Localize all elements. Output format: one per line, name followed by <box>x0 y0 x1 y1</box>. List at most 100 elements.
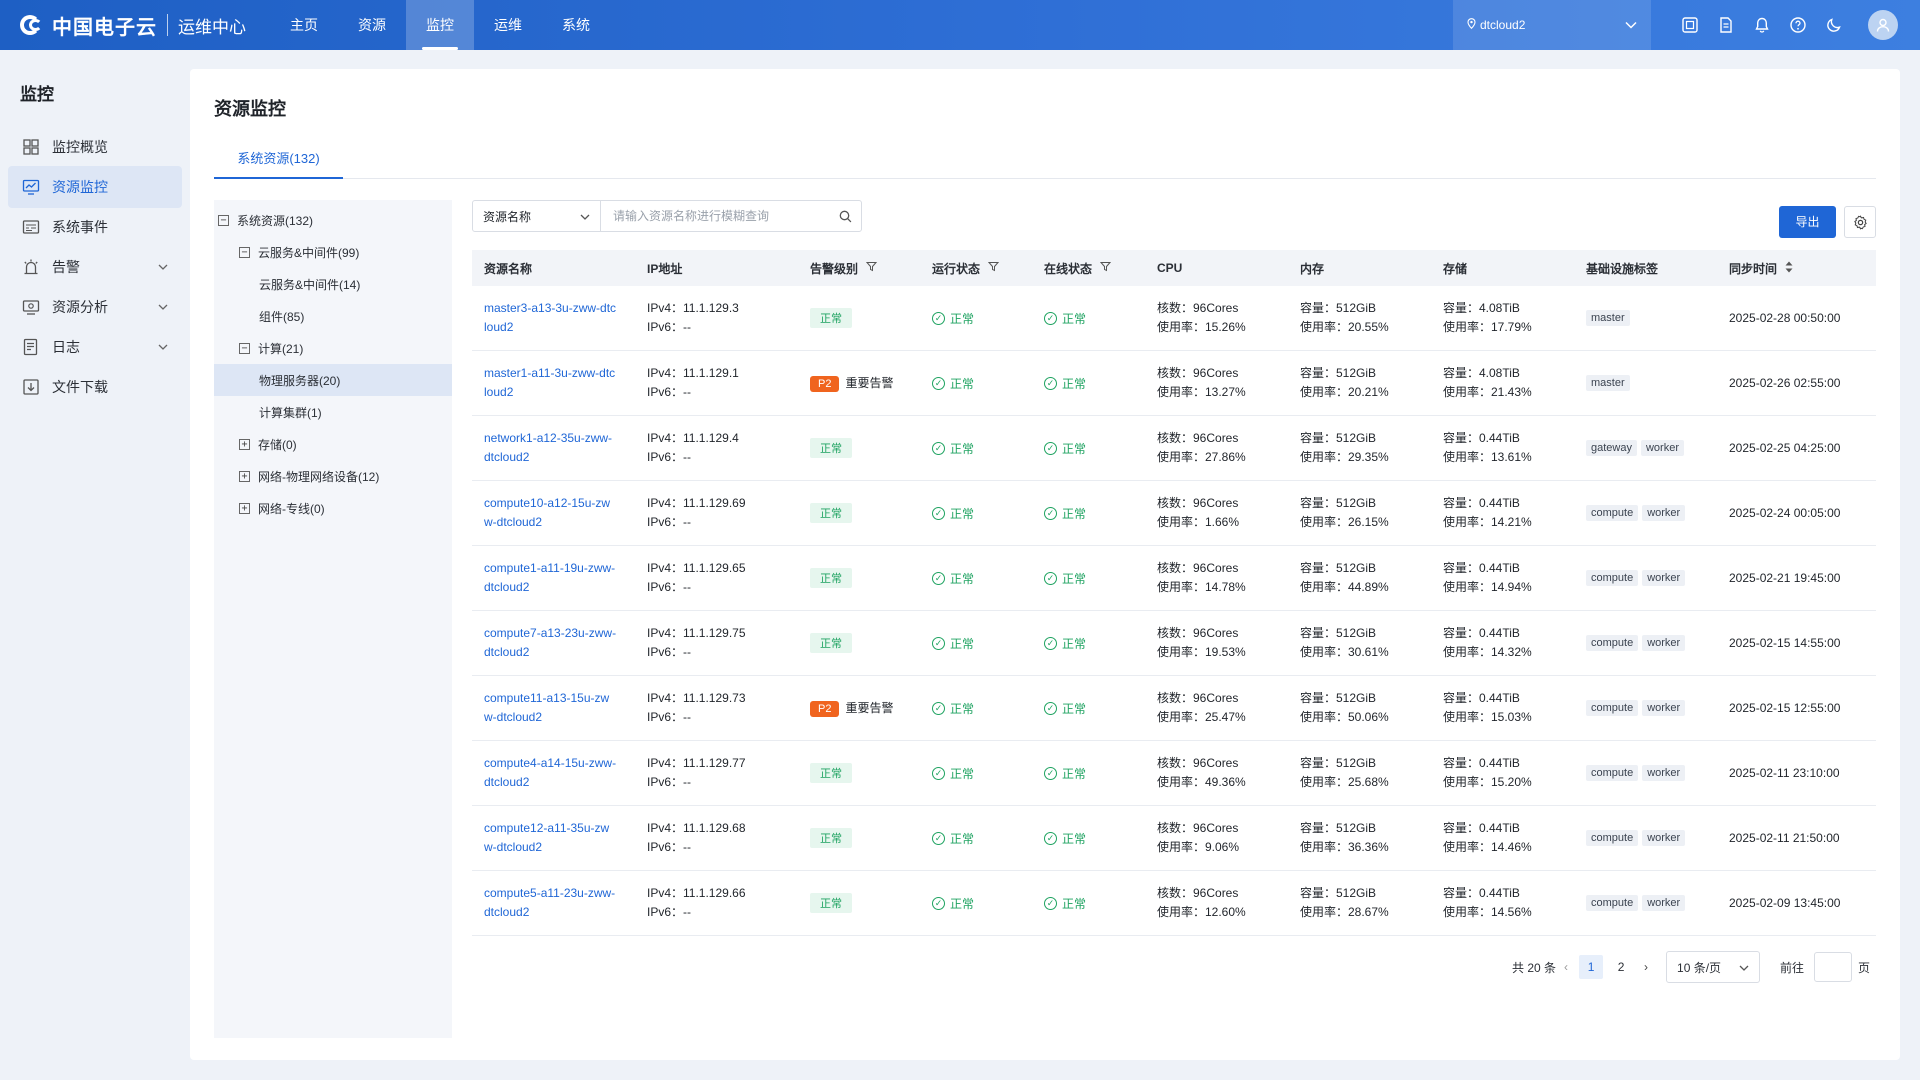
screen-icon[interactable] <box>1672 0 1708 50</box>
infra-tag: master <box>1586 375 1630 391</box>
memory-cell: 容量：512GiB 使用率：29.35% <box>1300 431 1389 464</box>
tree-node[interactable]: 组件(85) <box>259 309 305 324</box>
next-page-icon[interactable]: › <box>1644 960 1649 974</box>
nav-resources[interactable]: 资源 <box>358 17 386 33</box>
avatar[interactable] <box>1868 10 1898 40</box>
tree-node[interactable]: + 网络-物理网络设备(12) <box>214 460 452 492</box>
ip-cell: IPv4：11.1.129.4 IPv6：-- <box>647 431 739 464</box>
sync-time: 2025-02-28 00:50:00 <box>1729 311 1841 325</box>
document-icon[interactable] <box>1708 0 1744 50</box>
col-header-name: 资源名称 <box>484 261 533 276</box>
tree-node[interactable]: − 系统资源(132) <box>214 204 452 236</box>
export-button[interactable]: 导出 <box>1779 206 1836 238</box>
nav-monitor[interactable]: 监控 <box>406 0 474 50</box>
tree-node-selected[interactable]: 物理服务器(20) <box>214 364 452 396</box>
prev-page-icon[interactable]: ‹ <box>1564 960 1569 974</box>
page-number[interactable]: 1 <box>1579 955 1604 979</box>
table-row[interactable]: compute11-a13-15u-zw w-dtcloud2 IPv4：11.1.… <box>472 676 1876 741</box>
sidebar-item-analysis[interactable]: 资源分析 <box>8 286 182 328</box>
tree-node[interactable]: 计算集群(1) <box>259 405 322 420</box>
expand-icon[interactable]: + <box>239 502 250 514</box>
tree-node[interactable]: 云服务&中间件(14) <box>259 277 361 292</box>
expand-icon[interactable]: + <box>239 470 250 482</box>
chevron-down-icon <box>158 261 168 273</box>
alarm-level-badge: 正常 <box>810 893 852 913</box>
bell-icon[interactable] <box>1744 0 1780 50</box>
expand-icon[interactable]: + <box>239 438 250 450</box>
tab-system-resources[interactable]: 系统资源(132) <box>214 147 343 179</box>
page-size-select[interactable]: 10 条/页 <box>1666 951 1761 983</box>
table-row[interactable]: compute4-a14-15u-zww-dtcloud2 IPv4：11.1.1… <box>472 741 1876 806</box>
tree-node[interactable]: − 云服务&中间件(99) <box>214 236 452 268</box>
resource-name-link[interactable]: compute1-a11-19u-zww-dtcloud2 <box>484 561 616 594</box>
run-status: ✓ 正常 <box>920 895 1032 912</box>
storage-cell: 容量：0.44TiB 使用率：14.21% <box>1443 496 1532 529</box>
sidebar-item-label: 告警 <box>52 259 80 275</box>
storage-cell: 容量：0.44TiB 使用率：13.61% <box>1443 431 1532 464</box>
table-row[interactable]: compute12-a11-35u-zw w-dtcloud2 IPv4：11.1.… <box>472 806 1876 871</box>
region-selector[interactable]: dtcloud2 <box>1453 0 1651 50</box>
run-status: ✓ 正常 <box>920 635 1032 652</box>
ip-cell: IPv4：11.1.129.75 IPv6：-- <box>647 626 746 659</box>
resource-name-link[interactable]: compute5-a11-23u-zww-dtcloud2 <box>484 886 616 919</box>
logo[interactable]: 中国电子云 运维中心 <box>0 0 270 50</box>
chevron-down-icon <box>1625 18 1637 32</box>
resource-name-link[interactable]: compute10-a12-15u-zw w-dtcloud2 <box>484 496 611 529</box>
collapse-icon[interactable]: − <box>239 246 250 258</box>
resource-name-link[interactable]: compute7-a13-23u-zww-dtcloud2 <box>484 626 617 659</box>
infra-tag: compute <box>1586 505 1639 521</box>
search-field-select[interactable]: 资源名称 <box>473 201 601 231</box>
resource-name-link[interactable]: compute4-a14-15u-zww-dtcloud2 <box>484 756 617 789</box>
sidebar-item-label: 资源分析 <box>52 299 108 315</box>
nav-home[interactable]: 主页 <box>290 17 318 33</box>
filter-icon[interactable] <box>1099 261 1112 275</box>
settings-button[interactable] <box>1844 206 1876 238</box>
filter-icon[interactable] <box>865 261 878 275</box>
resource-name-link[interactable]: network1-a12-35u-zww-dtcloud2 <box>484 431 613 464</box>
sort-icon[interactable] <box>1785 261 1793 276</box>
table-row[interactable]: compute1-a11-19u-zww-dtcloud2 IPv4：11.1.1… <box>472 546 1876 611</box>
sidebar-item-alarm[interactable]: 告警 <box>8 246 182 288</box>
tree-node[interactable]: + 存储(0) <box>214 428 452 460</box>
table-row[interactable]: compute7-a13-23u-zww-dtcloud2 IPv4：11.1.1… <box>472 611 1876 676</box>
goto-page-input[interactable] <box>1814 952 1853 982</box>
nav-ops[interactable]: 运维 <box>494 17 522 33</box>
sidebar-item-log[interactable]: 日志 <box>8 326 182 368</box>
chevron-down-icon <box>1739 960 1749 974</box>
check-circle-icon: ✓ <box>932 311 945 325</box>
search-input[interactable] <box>601 201 829 231</box>
table-row[interactable]: compute5-a11-23u-zww-dtcloud2 IPv4：11.1.1… <box>472 871 1876 936</box>
sidebar-item-events[interactable]: 系统事件 <box>8 206 182 248</box>
table-row[interactable]: compute10-a12-15u-zw w-dtcloud2 IPv4：11.1.… <box>472 481 1876 546</box>
analysis-icon <box>22 298 40 316</box>
resource-name-link[interactable]: compute11-a13-15u-zw w-dtcloud2 <box>484 691 610 724</box>
search-icon[interactable] <box>829 201 861 231</box>
sidebar-item-resource-monitor[interactable]: 资源监控 <box>8 166 182 208</box>
collapse-icon[interactable]: − <box>239 342 250 354</box>
check-circle-icon: ✓ <box>1044 441 1057 455</box>
page-number[interactable]: 2 <box>1617 960 1625 974</box>
check-circle-icon: ✓ <box>932 896 945 910</box>
tree-node[interactable]: + 网络-专线(0) <box>214 492 452 524</box>
online-status: ✓ 正常 <box>1032 505 1145 522</box>
sync-time: 2025-02-09 13:45:00 <box>1729 896 1841 910</box>
run-status: ✓ 正常 <box>920 440 1032 457</box>
region-label: dtcloud2 <box>1480 18 1526 32</box>
tree-node[interactable]: − 计算(21) <box>214 332 452 364</box>
sidebar-item-overview[interactable]: 监控概览 <box>8 126 182 168</box>
sidebar-item-download[interactable]: 文件下载 <box>8 366 182 408</box>
nav-system[interactable]: 系统 <box>562 17 590 33</box>
table-row[interactable]: master3-a13-3u-zww-dtc loud2 IPv4：11.1.129… <box>472 286 1876 351</box>
moon-icon[interactable] <box>1816 0 1852 50</box>
ip-cell: IPv4：11.1.129.68 IPv6：-- <box>647 821 746 854</box>
resource-name-link[interactable]: master3-a13-3u-zww-dtc loud2 <box>484 301 617 334</box>
collapse-icon[interactable]: − <box>218 214 229 226</box>
filter-icon[interactable] <box>987 261 1000 275</box>
table-row[interactable]: master1-a11-3u-zww-dtc loud2 IPv4：11.1.129… <box>472 351 1876 416</box>
alarm-level-badge: 正常 <box>810 763 852 783</box>
resource-name-link[interactable]: compute12-a11-35u-zw w-dtcloud2 <box>484 821 610 854</box>
tags-cell: compute worker <box>1574 765 1717 781</box>
help-icon[interactable] <box>1780 0 1816 50</box>
table-row[interactable]: network1-a12-35u-zww-dtcloud2 IPv4：11.1.1… <box>472 416 1876 481</box>
resource-name-link[interactable]: master1-a11-3u-zww-dtc loud2 <box>484 366 616 399</box>
